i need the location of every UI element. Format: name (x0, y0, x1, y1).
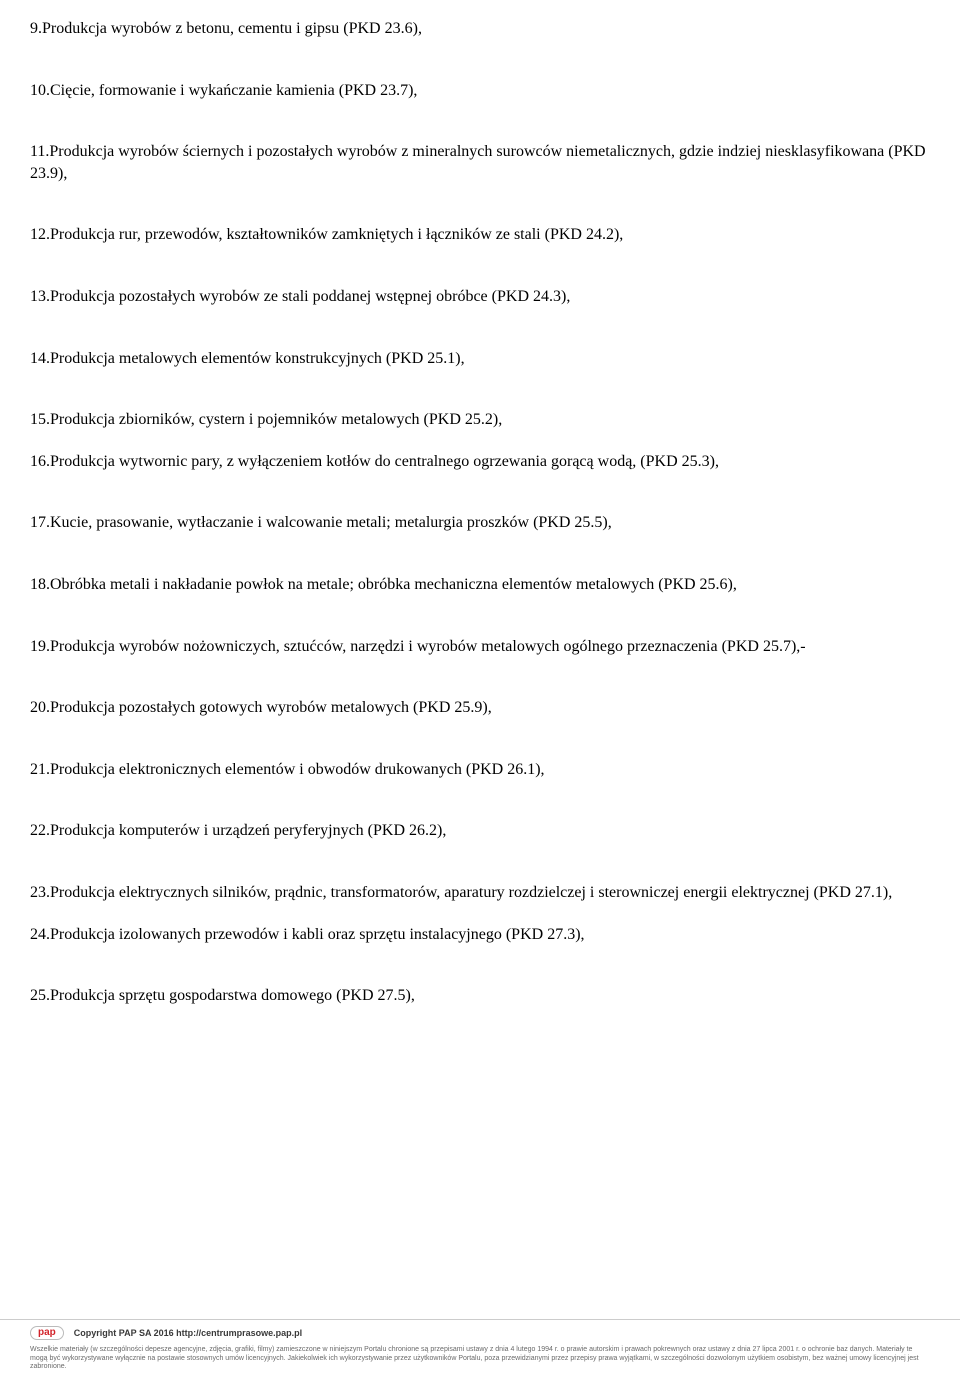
list-item: 18.Obróbka metali i nakładanie powłok na… (30, 574, 930, 596)
list-item: 11.Produkcja wyrobów ściernych i pozosta… (30, 141, 930, 184)
list-item: 12.Produkcja rur, przewodów, kształtowni… (30, 224, 930, 246)
footer-top-row: pap Copyright PAP SA 2016 http://centrum… (30, 1326, 930, 1340)
list-item: 19.Produkcja wyrobów nożowniczych, sztuć… (30, 636, 930, 658)
footer-legal-text: Wszelkie materiały (w szczególności depe… (30, 1346, 930, 1372)
page-footer: pap Copyright PAP SA 2016 http://centrum… (0, 1319, 960, 1380)
list-item: 22.Produkcja komputerów i urządzeń peryf… (30, 820, 930, 842)
list-item: 20.Produkcja pozostałych gotowych wyrobó… (30, 697, 930, 719)
list-item: 17.Kucie, prasowanie, wytłaczanie i walc… (30, 512, 930, 534)
list-item: 9.Produkcja wyrobów z betonu, cementu i … (30, 18, 930, 40)
list-item: 10.Cięcie, formowanie i wykańczanie kami… (30, 80, 930, 102)
footer-copyright: Copyright PAP SA 2016 http://centrumpras… (74, 1327, 302, 1339)
list-item: 23.Produkcja elektrycznych silników, prą… (30, 882, 930, 904)
list-item: 24.Produkcja izolowanych przewodów i kab… (30, 924, 930, 946)
list-item: 15.Produkcja zbiorników, cystern i pojem… (30, 409, 930, 431)
list-item: 13.Produkcja pozostałych wyrobów ze stal… (30, 286, 930, 308)
document-body: 9.Produkcja wyrobów z betonu, cementu i … (30, 18, 930, 1007)
list-item: 25.Produkcja sprzętu gospodarstwa domowe… (30, 985, 930, 1007)
list-item: 16.Produkcja wytwornic pary, z wyłączeni… (30, 451, 930, 473)
list-item: 14.Produkcja metalowych elementów konstr… (30, 348, 930, 370)
list-item: 21.Produkcja elektronicznych elementów i… (30, 759, 930, 781)
pap-logo: pap (30, 1326, 64, 1340)
